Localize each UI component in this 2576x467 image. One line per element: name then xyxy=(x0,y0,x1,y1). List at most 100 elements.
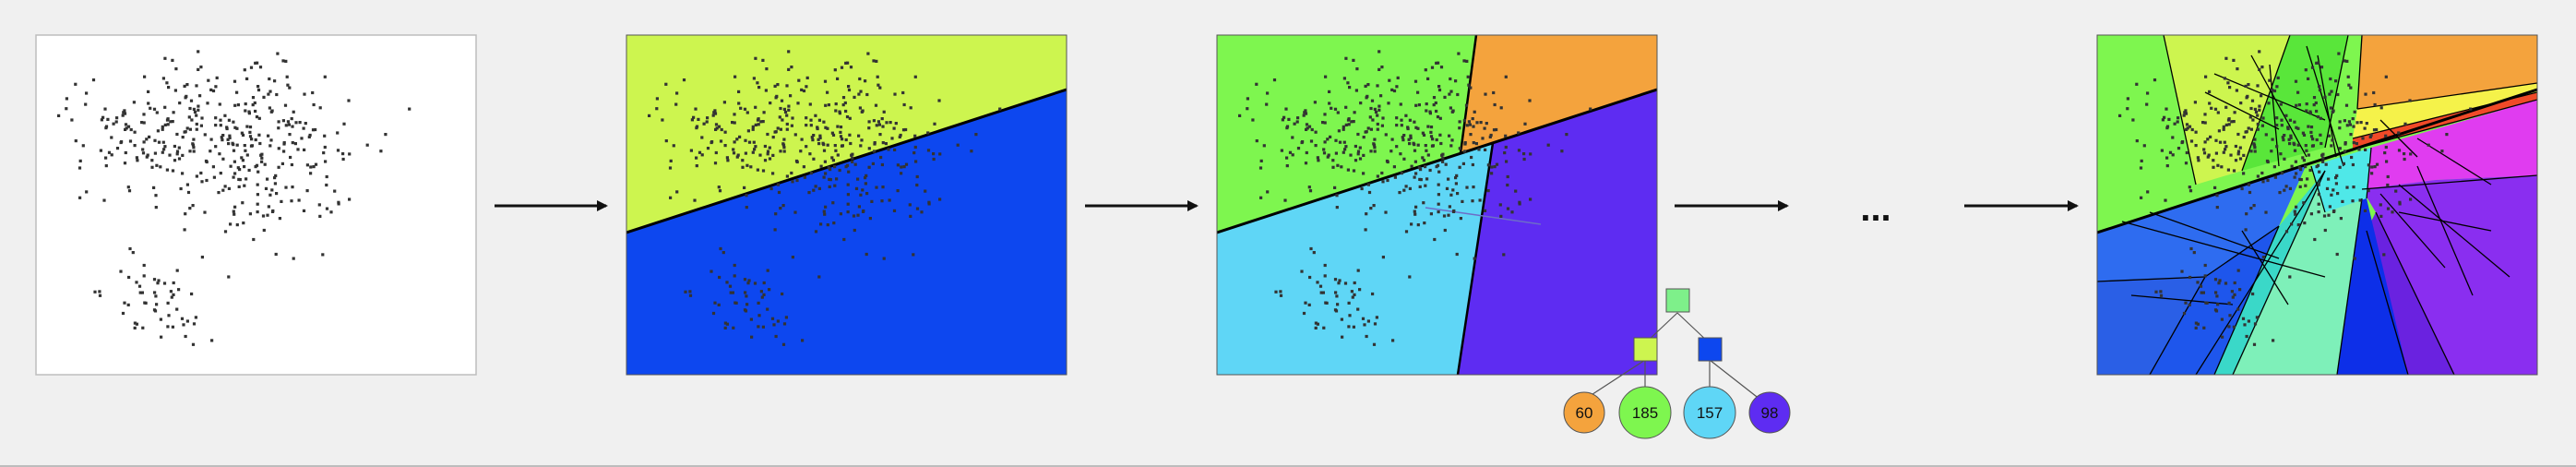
data-point xyxy=(2145,102,2149,106)
data-point xyxy=(1337,281,1341,285)
data-point xyxy=(1454,79,1458,83)
data-point xyxy=(776,126,780,130)
data-point xyxy=(156,129,160,133)
data-point xyxy=(2315,109,2319,114)
data-point xyxy=(2347,83,2351,87)
data-point xyxy=(268,193,272,197)
data-point xyxy=(1489,133,1493,138)
data-point xyxy=(861,109,865,113)
data-point xyxy=(2249,150,2253,153)
data-point xyxy=(773,130,777,134)
data-point xyxy=(1470,155,1473,160)
data-point xyxy=(735,138,739,141)
data-point xyxy=(289,155,292,160)
data-point xyxy=(2306,177,2309,181)
data-point xyxy=(232,175,235,179)
data-point xyxy=(893,92,897,96)
data-point xyxy=(209,138,213,141)
data-point xyxy=(2349,133,2353,137)
data-point xyxy=(2215,294,2219,298)
data-point xyxy=(1436,115,1440,119)
data-point xyxy=(2196,322,2200,326)
tree-root-node xyxy=(1665,288,1690,313)
data-point xyxy=(766,150,770,153)
data-point xyxy=(1305,123,1309,126)
data-point xyxy=(2294,212,2297,216)
data-point xyxy=(291,125,294,128)
data-point xyxy=(2232,169,2236,173)
data-point xyxy=(849,141,853,146)
data-point xyxy=(285,75,289,78)
data-point xyxy=(123,301,126,305)
data-point xyxy=(697,117,700,121)
data-point xyxy=(1334,291,1338,294)
data-point xyxy=(747,279,751,282)
data-point xyxy=(1466,75,1470,78)
data-point xyxy=(762,281,766,285)
data-point xyxy=(1338,279,1342,282)
data-point xyxy=(1473,110,1476,114)
data-point xyxy=(784,316,788,319)
data-point xyxy=(2247,126,2250,130)
data-point xyxy=(2341,199,2344,203)
data-point xyxy=(254,138,257,142)
data-point xyxy=(1416,223,1420,227)
data-point xyxy=(333,189,337,193)
data-point xyxy=(1291,153,1294,157)
data-point xyxy=(229,222,233,226)
data-point xyxy=(221,134,225,138)
data-point xyxy=(1468,123,1472,126)
data-point xyxy=(1396,76,1400,79)
data-point xyxy=(2338,165,2342,169)
data-point xyxy=(209,150,212,153)
data-point xyxy=(2252,342,2257,346)
data-point xyxy=(893,148,897,151)
data-point xyxy=(78,166,82,170)
data-point xyxy=(811,138,815,142)
data-point xyxy=(277,165,280,169)
data-point xyxy=(1400,124,1403,127)
data-point xyxy=(1404,114,1408,117)
data-point xyxy=(2284,230,2289,234)
data-point xyxy=(2202,151,2207,155)
data-point xyxy=(780,99,784,102)
data-point xyxy=(1343,148,1347,151)
data-point xyxy=(2224,56,2228,60)
data-point xyxy=(865,174,868,177)
data-point xyxy=(2347,120,2351,124)
data-point xyxy=(1342,127,1345,131)
data-point xyxy=(834,109,838,113)
data-point xyxy=(1490,165,1494,169)
data-point xyxy=(920,210,924,214)
data-point xyxy=(808,102,812,106)
data-point xyxy=(280,199,283,203)
data-point xyxy=(1504,145,1508,150)
data-point xyxy=(1455,252,1459,257)
data-point xyxy=(148,135,151,138)
data-point xyxy=(2357,148,2361,151)
data-point xyxy=(2332,109,2335,113)
panel-3-points xyxy=(1238,50,1592,346)
data-point xyxy=(262,228,266,233)
data-point xyxy=(121,311,125,316)
data-point xyxy=(2408,99,2412,102)
data-point xyxy=(2365,122,2368,126)
data-point xyxy=(124,123,128,126)
data-point xyxy=(747,140,752,144)
data-point xyxy=(851,156,854,160)
data-point xyxy=(2305,149,2308,152)
data-point xyxy=(828,185,831,188)
data-point xyxy=(878,86,882,90)
data-point xyxy=(901,128,906,132)
data-point xyxy=(193,110,197,114)
data-point xyxy=(2184,162,2188,165)
data-point xyxy=(2295,126,2298,129)
data-point xyxy=(162,148,166,151)
data-point xyxy=(256,210,259,214)
data-point xyxy=(846,193,850,197)
data-point xyxy=(2247,183,2250,186)
data-point xyxy=(2236,307,2240,311)
data-point xyxy=(2252,204,2256,208)
data-point xyxy=(1395,145,1399,149)
data-point xyxy=(159,317,162,321)
